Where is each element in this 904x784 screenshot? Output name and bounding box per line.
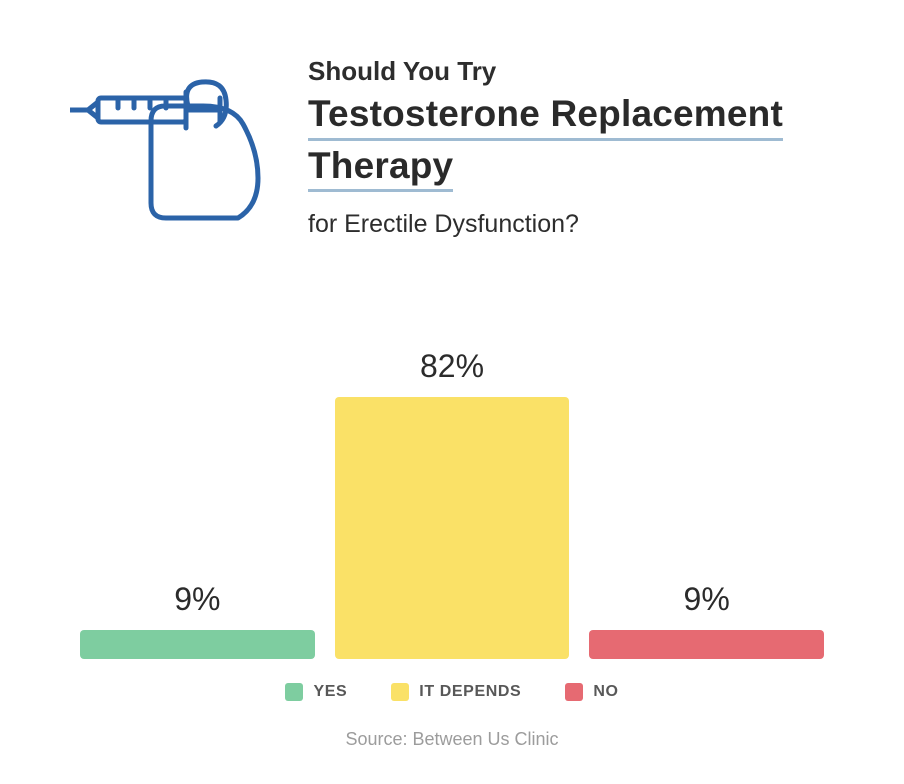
- source-credit: Source: Between Us Clinic: [50, 729, 854, 750]
- legend-label: NO: [593, 683, 618, 701]
- title-line2: Testosterone Replacement: [308, 93, 854, 141]
- bar-value-label: 9%: [174, 581, 220, 618]
- syringe-hand-icon: [70, 58, 280, 228]
- legend-swatch: [391, 683, 409, 701]
- bar-value-label: 9%: [684, 581, 730, 618]
- legend-swatch: [565, 683, 583, 701]
- legend-item: IT DEPENDS: [391, 683, 521, 701]
- title-block: Should You Try Testosterone Replacement …: [308, 50, 854, 239]
- title-line1: Should You Try: [308, 56, 854, 87]
- infographic-container: Should You Try Testosterone Replacement …: [0, 0, 904, 784]
- title-line4: for Erectile Dysfunction?: [308, 210, 854, 239]
- title-line3: Therapy: [308, 145, 854, 193]
- bar-value-label: 82%: [420, 348, 484, 385]
- bar-chart: 9% 82% 9%: [50, 279, 854, 659]
- legend-label: YES: [313, 683, 347, 701]
- chart-legend: YES IT DEPENDS NO: [50, 683, 854, 701]
- bar: [589, 630, 824, 659]
- legend-item: YES: [285, 683, 347, 701]
- header: Should You Try Testosterone Replacement …: [70, 50, 854, 239]
- bar: [335, 397, 570, 659]
- legend-item: NO: [565, 683, 618, 701]
- legend-swatch: [285, 683, 303, 701]
- bar: [80, 630, 315, 659]
- bar-col: 9%: [589, 279, 824, 659]
- legend-label: IT DEPENDS: [419, 683, 521, 701]
- bar-col: 82%: [335, 279, 570, 659]
- bar-col: 9%: [80, 279, 315, 659]
